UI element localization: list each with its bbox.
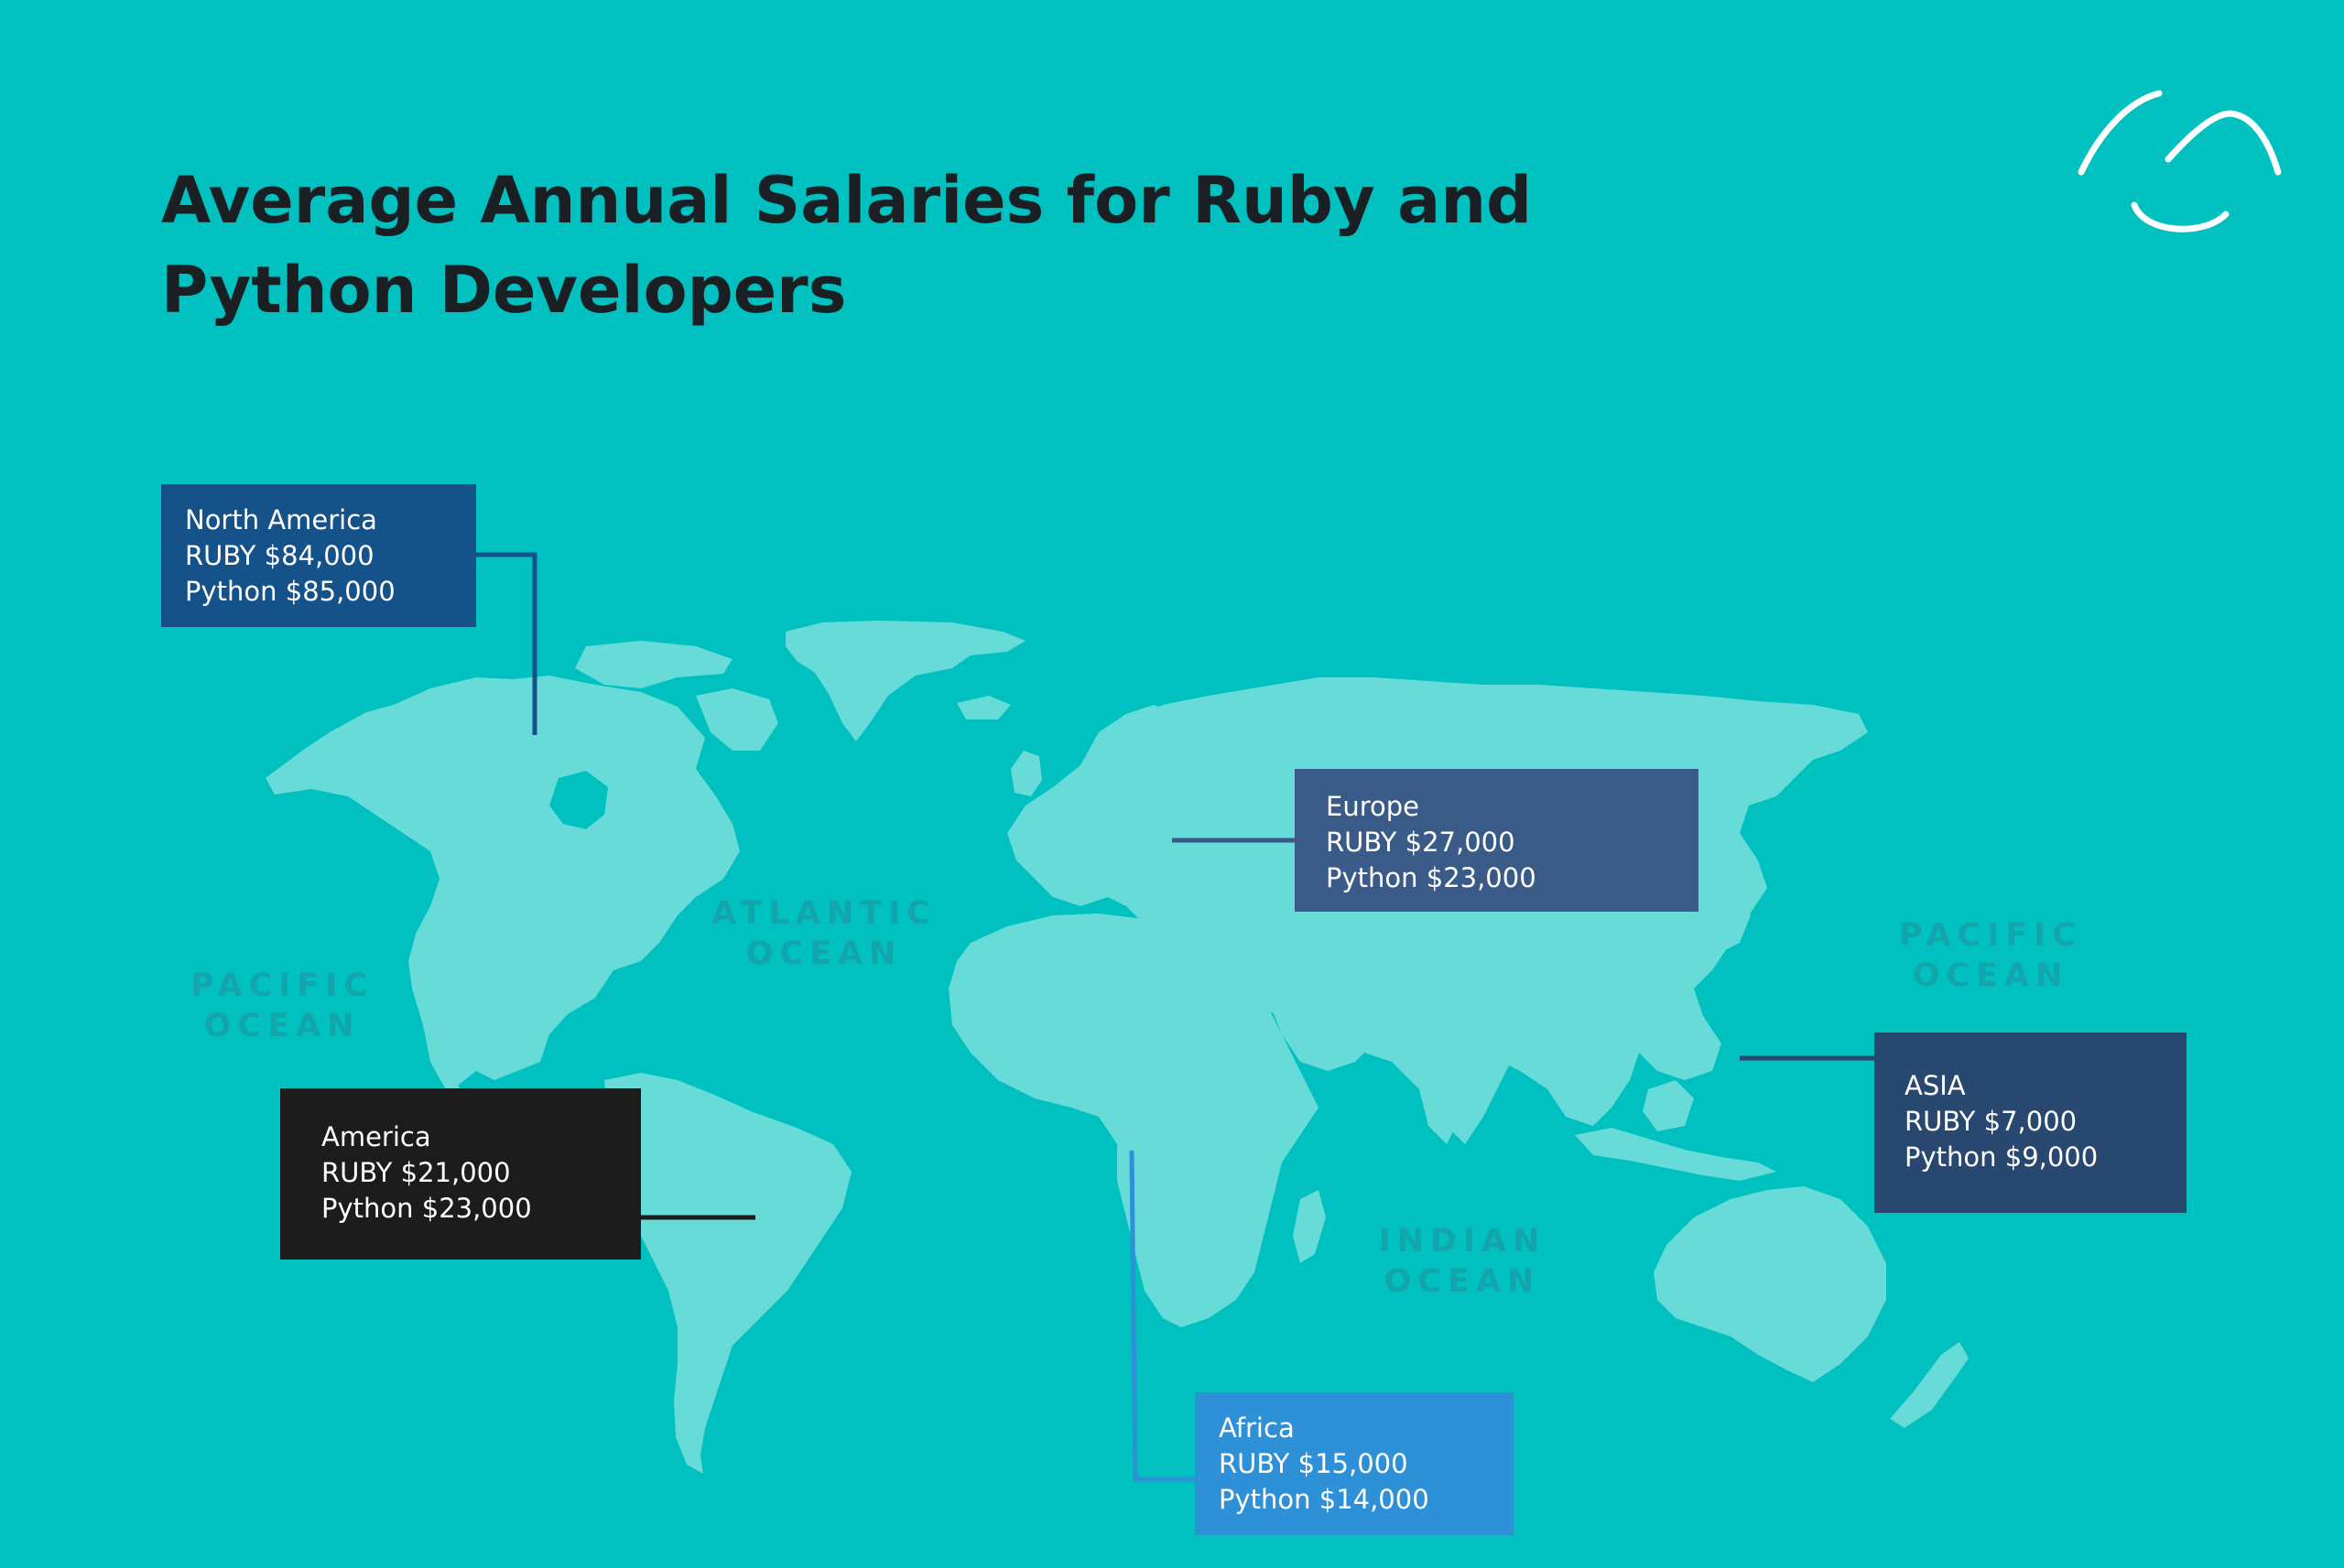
region-box-africa: Africa RUBY $15,000 Python $14,000 xyxy=(1195,1392,1514,1535)
python-salary: Python $85,000 xyxy=(185,576,396,607)
indonesia-shape xyxy=(1575,1128,1776,1181)
new-zealand-shape xyxy=(1890,1342,1969,1428)
ocean-word: OCEAN xyxy=(203,1008,361,1044)
region-box-europe: Europe RUBY $27,000 Python $23,000 xyxy=(1295,769,1698,912)
baffin-island-shape xyxy=(696,688,778,751)
madagascar-shape xyxy=(1293,1190,1326,1263)
ruby-salary: RUBY $27,000 xyxy=(1326,827,1515,858)
south-america-shape xyxy=(604,1073,852,1474)
pacific-ocean-east-label: PACIFIC OCEAN xyxy=(1872,915,2110,996)
region-name: ASIA xyxy=(1904,1070,1966,1101)
leader-north-america xyxy=(475,552,537,735)
python-salary: Python $14,000 xyxy=(1219,1484,1429,1515)
ocean-name: ATLANTIC xyxy=(711,895,937,932)
africa-shape xyxy=(949,914,1318,1327)
region-box-america: America RUBY $21,000 Python $23,000 xyxy=(280,1088,641,1260)
ruby-salary: RUBY $84,000 xyxy=(185,540,374,571)
atlantic-ocean-label: ATLANTIC OCEAN xyxy=(705,893,943,974)
borneo-shape xyxy=(1643,1080,1694,1131)
leader-africa xyxy=(1129,1150,1195,1482)
arabia-shape xyxy=(1264,970,1373,1071)
scandinavia-shape xyxy=(1080,705,1190,806)
japan-shape xyxy=(1714,897,1751,952)
ocean-word: OCEAN xyxy=(1912,957,2069,994)
ocean-word: OCEAN xyxy=(745,935,903,972)
region-box-north-america: North America RUBY $84,000 Python $85,00… xyxy=(161,484,476,627)
ocean-name: PACIFIC xyxy=(190,968,374,1004)
python-salary: Python $23,000 xyxy=(321,1193,532,1224)
indian-ocean-label: INDIAN OCEAN xyxy=(1343,1221,1581,1302)
ruby-salary: RUBY $7,000 xyxy=(1904,1106,2078,1137)
australia-shape xyxy=(1654,1186,1886,1382)
greenland-shape xyxy=(786,621,1026,741)
pacific-ocean-west-label: PACIFIC OCEAN xyxy=(163,966,401,1046)
ruby-salary: RUBY $21,000 xyxy=(321,1157,511,1188)
region-name: North America xyxy=(185,504,377,535)
region-name: Europe xyxy=(1326,791,1419,822)
region-box-asia: ASIA RUBY $7,000 Python $9,000 xyxy=(1874,1033,2187,1213)
hudson-bay-shape xyxy=(549,771,608,829)
python-salary: Python $23,000 xyxy=(1326,862,1536,893)
ruby-salary: RUBY $15,000 xyxy=(1219,1448,1408,1479)
ocean-name: PACIFIC xyxy=(1899,917,2082,954)
page-title: Average Annual Salaries for Ruby and Pyt… xyxy=(161,163,1533,328)
arctic-islands-shape xyxy=(575,641,732,688)
iceland-shape xyxy=(957,696,1011,719)
india-shape xyxy=(1428,1007,1520,1144)
ocean-name: INDIAN xyxy=(1378,1223,1546,1260)
region-name: America xyxy=(321,1121,431,1152)
uk-shape xyxy=(1011,751,1042,796)
wave-smile-logo xyxy=(2078,90,2282,232)
north-america-shape xyxy=(266,676,740,1190)
python-salary: Python $9,000 xyxy=(1904,1141,2099,1173)
ocean-word: OCEAN xyxy=(1384,1263,1541,1300)
region-name: Africa xyxy=(1219,1412,1295,1444)
